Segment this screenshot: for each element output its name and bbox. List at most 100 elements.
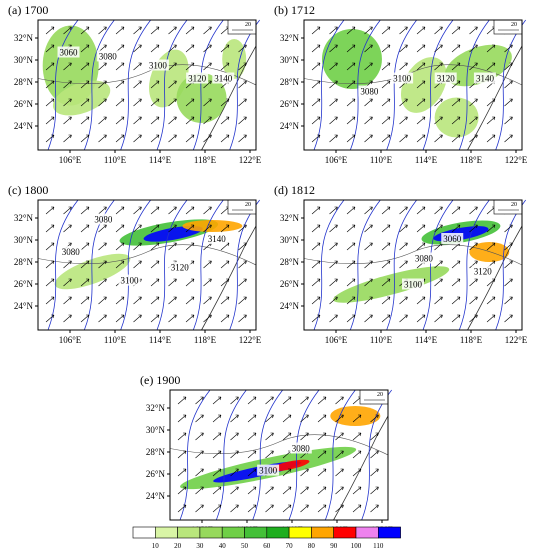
wind-vector bbox=[220, 242, 230, 251]
contour-line bbox=[215, 389, 247, 521]
wind-vector bbox=[434, 278, 443, 287]
wind-vector bbox=[185, 224, 195, 233]
wind-vector bbox=[399, 44, 408, 53]
colorbar-label: 20 bbox=[174, 542, 182, 550]
wind-vector bbox=[150, 98, 160, 107]
wind-vector bbox=[195, 450, 204, 459]
contour-line bbox=[422, 19, 454, 151]
wind-vector bbox=[133, 44, 142, 53]
wind-vector bbox=[300, 396, 309, 405]
wind-vector bbox=[98, 206, 107, 215]
wind-vector bbox=[416, 98, 426, 107]
reference-vector-label: 20 bbox=[245, 22, 251, 28]
map-frame bbox=[169, 389, 389, 521]
contour-line bbox=[229, 19, 260, 151]
contour-label-bg bbox=[358, 85, 381, 97]
contour-label-bg bbox=[118, 274, 141, 286]
wind-vector bbox=[203, 98, 212, 107]
wind-vector bbox=[203, 62, 212, 71]
wind-vector bbox=[168, 314, 177, 323]
wind-vector bbox=[185, 242, 195, 251]
lat-label: 24°N bbox=[146, 491, 166, 501]
colorbar-box bbox=[155, 526, 178, 539]
contour-label-bg bbox=[471, 265, 494, 277]
wind-vector bbox=[185, 116, 195, 125]
wind-vector bbox=[247, 486, 257, 495]
panel-title: (e) 1900 bbox=[140, 373, 180, 387]
wind-vector bbox=[329, 206, 338, 215]
wind-vector bbox=[220, 296, 230, 305]
wind-vector bbox=[469, 62, 478, 71]
wind-vector bbox=[399, 242, 408, 251]
wind-vector bbox=[399, 260, 408, 269]
wind-vector bbox=[399, 206, 408, 215]
wind-vector bbox=[115, 206, 125, 215]
colorbar-label: 30 bbox=[196, 542, 204, 550]
wind-vector bbox=[381, 62, 391, 71]
contour-label-bg bbox=[146, 59, 169, 71]
wind-vector bbox=[434, 116, 443, 125]
wind-vector bbox=[80, 224, 90, 233]
contour-label: 3140 bbox=[214, 74, 233, 84]
wind-vector bbox=[115, 260, 125, 269]
wind-vector bbox=[346, 224, 356, 233]
boundary bbox=[303, 244, 523, 266]
wind-vector bbox=[212, 432, 222, 441]
wind-vector bbox=[300, 504, 309, 513]
contour-line bbox=[386, 199, 417, 331]
lat-label: 32°N bbox=[280, 33, 300, 43]
wind-vector bbox=[486, 62, 496, 71]
wind-vector bbox=[352, 504, 362, 513]
wind-vector bbox=[486, 98, 496, 107]
wind-vector bbox=[311, 134, 321, 143]
wind-vector bbox=[311, 242, 321, 251]
wind-vector bbox=[381, 98, 391, 107]
lon-label: 118°E bbox=[460, 155, 483, 165]
wind-vector bbox=[220, 224, 230, 233]
wind-vector bbox=[63, 278, 72, 287]
wind-vector bbox=[115, 98, 125, 107]
wind-vector bbox=[416, 62, 426, 71]
wind-vector bbox=[486, 224, 496, 233]
wind-vector bbox=[133, 242, 142, 251]
wind-vector bbox=[346, 314, 356, 323]
wind-vector bbox=[203, 134, 212, 143]
wind-vector bbox=[335, 414, 344, 423]
wind-vector bbox=[469, 206, 478, 215]
wind-vector bbox=[80, 62, 90, 71]
wind-vector bbox=[230, 504, 239, 513]
wind-vector bbox=[238, 98, 247, 107]
wind-vector bbox=[203, 224, 212, 233]
contour-line bbox=[179, 389, 211, 521]
wind-vector bbox=[185, 44, 195, 53]
wind-vector bbox=[133, 206, 142, 215]
wind-vector bbox=[399, 26, 408, 35]
coastline bbox=[201, 45, 257, 151]
wind-vector bbox=[133, 224, 142, 233]
wind-vector bbox=[80, 278, 90, 287]
wind-vector bbox=[364, 314, 373, 323]
wind-vector bbox=[45, 224, 55, 233]
wind-vector bbox=[45, 134, 55, 143]
colorbar-box bbox=[377, 526, 401, 539]
wind-vector bbox=[177, 468, 187, 477]
rain-area bbox=[400, 57, 447, 113]
wind-vector bbox=[265, 432, 274, 441]
wind-vector bbox=[335, 504, 344, 513]
colorbar-box bbox=[333, 526, 357, 539]
wind-vector bbox=[45, 80, 55, 89]
wind-vector bbox=[282, 432, 292, 441]
wind-vector bbox=[300, 486, 309, 495]
wind-vector bbox=[238, 224, 247, 233]
wind-vector bbox=[486, 116, 496, 125]
contour-label-bg bbox=[434, 72, 457, 84]
rain-area bbox=[330, 406, 381, 426]
wind-vector bbox=[98, 224, 107, 233]
wind-vector bbox=[115, 80, 125, 89]
wind-vector bbox=[220, 314, 230, 323]
wind-vector bbox=[63, 26, 72, 35]
wind-vector bbox=[364, 224, 373, 233]
lon-label: 122°E bbox=[239, 335, 262, 345]
contour-line bbox=[47, 199, 79, 331]
wind-vector bbox=[282, 504, 292, 513]
